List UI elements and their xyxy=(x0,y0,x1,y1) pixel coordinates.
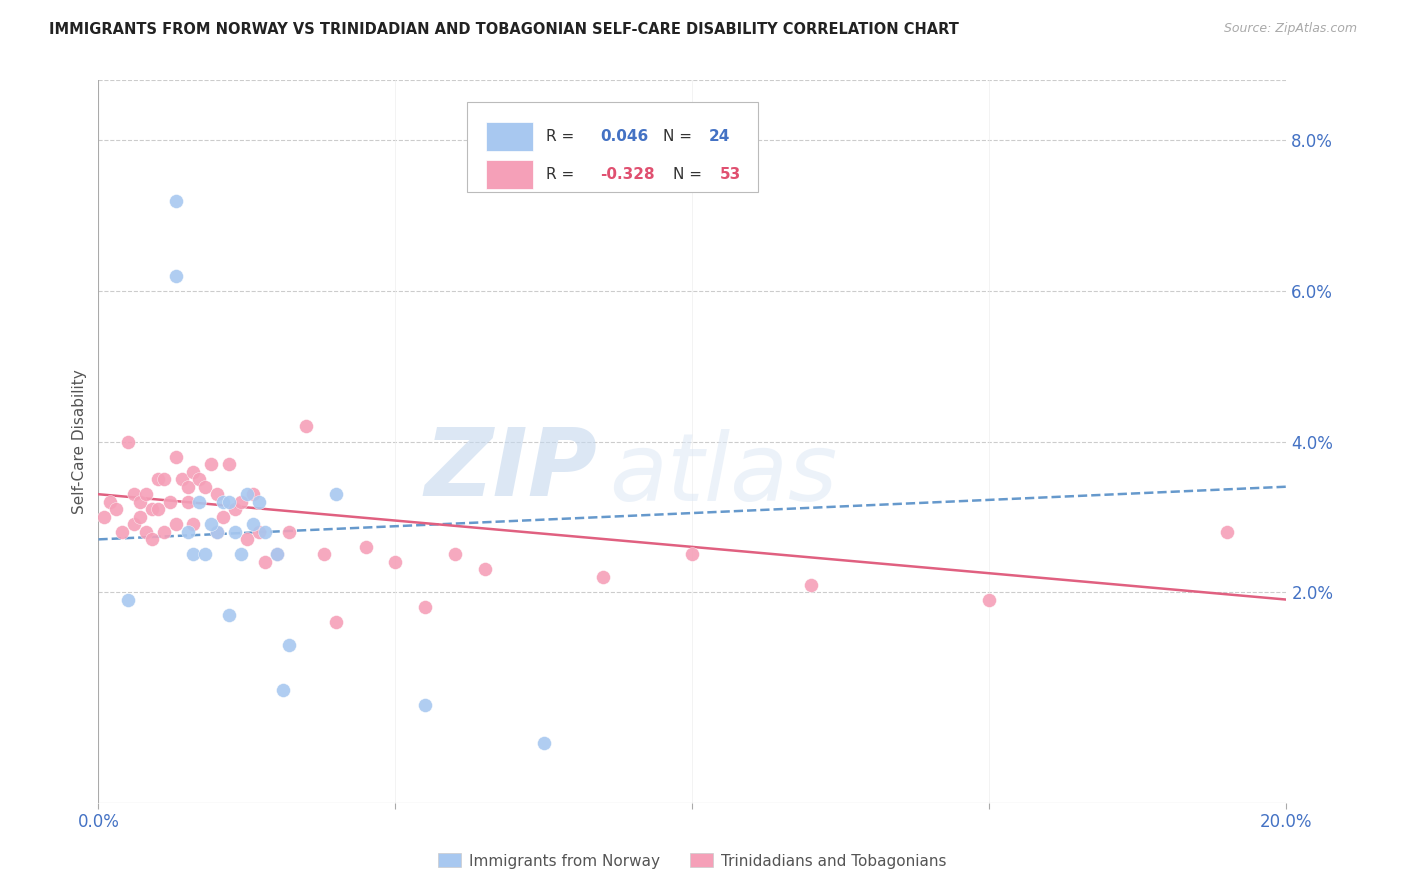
Point xyxy=(200,517,222,532)
Point xyxy=(413,698,436,712)
Point xyxy=(205,524,228,539)
Point xyxy=(205,487,228,501)
Point xyxy=(165,517,187,532)
Text: IMMIGRANTS FROM NORWAY VS TRINIDADIAN AND TOBAGONIAN SELF-CARE DISABILITY CORREL: IMMIGRANTS FROM NORWAY VS TRINIDADIAN AN… xyxy=(49,22,959,37)
Point xyxy=(229,494,252,508)
Point xyxy=(183,548,205,562)
Point xyxy=(979,592,1001,607)
Point xyxy=(152,524,174,539)
Point xyxy=(218,494,240,508)
Point xyxy=(271,682,294,697)
Point xyxy=(129,509,152,524)
Point xyxy=(117,592,139,607)
Point xyxy=(146,472,169,486)
Point xyxy=(200,457,222,471)
Point xyxy=(170,472,193,486)
Point xyxy=(236,533,259,547)
Point xyxy=(129,494,152,508)
Point xyxy=(165,194,187,208)
Point xyxy=(384,555,406,569)
Point xyxy=(122,517,145,532)
Point xyxy=(176,480,198,494)
Point xyxy=(159,494,181,508)
Point xyxy=(188,472,211,486)
Point xyxy=(242,517,264,532)
Point xyxy=(183,517,205,532)
Point xyxy=(253,524,276,539)
Point xyxy=(325,487,347,501)
FancyBboxPatch shape xyxy=(485,122,533,151)
Point xyxy=(474,562,496,576)
Point xyxy=(105,502,128,516)
Point xyxy=(277,524,299,539)
Point xyxy=(135,524,157,539)
Text: Source: ZipAtlas.com: Source: ZipAtlas.com xyxy=(1223,22,1357,36)
Point xyxy=(141,502,163,516)
Point xyxy=(314,548,336,562)
Point xyxy=(443,548,465,562)
Point xyxy=(681,548,703,562)
Y-axis label: Self-Care Disability: Self-Care Disability xyxy=(72,369,87,514)
Point xyxy=(800,577,823,591)
Point xyxy=(165,268,187,283)
Point xyxy=(266,548,288,562)
Point xyxy=(93,509,115,524)
Point xyxy=(188,494,211,508)
Point xyxy=(354,540,377,554)
Point xyxy=(212,494,235,508)
Text: 0.046: 0.046 xyxy=(600,129,648,145)
Point xyxy=(325,615,347,630)
Text: atlas: atlas xyxy=(609,428,838,519)
Text: -0.328: -0.328 xyxy=(600,167,654,182)
Text: 24: 24 xyxy=(709,129,731,145)
Point xyxy=(111,524,134,539)
Text: R =: R = xyxy=(547,129,579,145)
Point xyxy=(205,524,228,539)
Text: R =: R = xyxy=(547,167,579,182)
Point xyxy=(229,548,252,562)
Point xyxy=(98,494,121,508)
Point xyxy=(183,465,205,479)
Point xyxy=(176,524,198,539)
Point xyxy=(413,600,436,615)
Point xyxy=(117,434,139,449)
Point xyxy=(242,487,264,501)
Text: N =: N = xyxy=(662,129,696,145)
Point xyxy=(266,548,288,562)
Point xyxy=(218,607,240,622)
Point xyxy=(1216,524,1239,539)
Point xyxy=(141,533,163,547)
Point xyxy=(152,472,174,486)
Point xyxy=(295,419,318,434)
Point xyxy=(194,548,217,562)
Text: N =: N = xyxy=(673,167,707,182)
Point xyxy=(253,555,276,569)
FancyBboxPatch shape xyxy=(485,160,533,188)
Legend: Immigrants from Norway, Trinidadians and Tobagonians: Immigrants from Norway, Trinidadians and… xyxy=(432,847,953,875)
Point xyxy=(236,487,259,501)
Point xyxy=(212,509,235,524)
Text: 53: 53 xyxy=(720,167,741,182)
Point xyxy=(247,524,270,539)
Point xyxy=(277,638,299,652)
Point xyxy=(533,735,555,749)
Text: ZIP: ZIP xyxy=(425,425,598,516)
Point xyxy=(218,457,240,471)
Point xyxy=(122,487,145,501)
Point xyxy=(176,494,198,508)
Point xyxy=(194,480,217,494)
Point xyxy=(135,487,157,501)
Point xyxy=(146,502,169,516)
Point xyxy=(247,494,270,508)
Point xyxy=(224,524,246,539)
FancyBboxPatch shape xyxy=(467,102,758,193)
Point xyxy=(224,502,246,516)
Point xyxy=(592,570,614,584)
Point xyxy=(165,450,187,464)
